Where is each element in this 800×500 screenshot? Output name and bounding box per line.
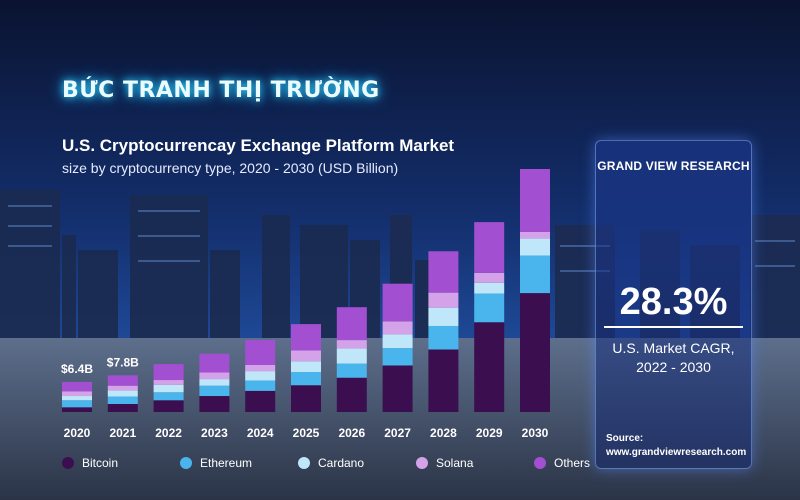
- bar-segment-ethereum-2029: [474, 293, 505, 323]
- bar-segment-ethereum-2028: [428, 325, 459, 350]
- cagr-panel: GRAND VIEW RESEARCH 28.3% U.S. Market CA…: [595, 140, 752, 469]
- bar-segment-bitcoin-2027: [382, 365, 413, 412]
- x-tick-label-2027: 2027: [384, 426, 411, 440]
- bar-segment-others-2021: [107, 375, 138, 386]
- source-label: Source:: [606, 433, 644, 444]
- bar-segment-solana-2023: [199, 372, 230, 380]
- chart-legend: Bitcoin Ethereum Cardano Solana Others: [62, 456, 652, 470]
- chart-title: U.S. Cryptocurrencay Exchange Platform M…: [62, 136, 455, 155]
- bar-segment-others-2022: [153, 364, 184, 381]
- bar-segment-ethereum-2022: [153, 392, 184, 401]
- legend-item-others: Others: [534, 456, 652, 470]
- bar-segment-solana-2022: [153, 380, 184, 385]
- x-tick-label-2024: 2024: [247, 426, 274, 440]
- source-url: www.grandviewresearch.com: [606, 447, 747, 458]
- bar-segment-bitcoin-2028: [428, 349, 459, 412]
- x-tick-label-2020: 2020: [64, 426, 91, 440]
- bar-segment-solana-2025: [291, 350, 321, 362]
- legend-label-bitcoin: Bitcoin: [82, 456, 119, 470]
- bar-segment-others-2020: [62, 381, 92, 392]
- bar-segment-ethereum-2021: [107, 396, 138, 405]
- bar-segment-ethereum-2030: [520, 255, 550, 294]
- brand-name: GRAND VIEW RESEARCH: [597, 159, 750, 173]
- bar-segment-ethereum-2024: [245, 380, 276, 391]
- bar-segment-ethereum-2023: [199, 385, 230, 397]
- bar-segment-others-2029: [474, 222, 505, 273]
- x-tick-label-2029: 2029: [476, 426, 503, 440]
- cagr-label: U.S. Market CAGR, 2022 - 2030: [596, 339, 751, 377]
- bar-segment-cardano-2020: [62, 396, 92, 401]
- legend-label-solana: Solana: [436, 456, 474, 470]
- bar-segment-ethereum-2025: [291, 372, 321, 386]
- bar-segment-solana-2020: [62, 391, 92, 397]
- legend-swatch-bitcoin: [62, 457, 74, 469]
- bar-segment-others-2024: [245, 340, 276, 365]
- legend-item-ethereum: Ethereum: [180, 456, 298, 470]
- bar-segment-cardano-2022: [153, 384, 184, 393]
- bar-segment-cardano-2025: [291, 361, 321, 373]
- bar-segment-solana-2026: [336, 340, 367, 349]
- bar-segment-others-2027: [382, 283, 413, 322]
- legend-swatch-ethereum: [180, 457, 192, 469]
- cagr-value: 28.3%: [619, 281, 728, 323]
- x-tick-label-2030: 2030: [522, 426, 549, 440]
- bar-segment-cardano-2023: [199, 379, 230, 386]
- legend-swatch-cardano: [298, 457, 310, 469]
- bar-segment-bitcoin-2023: [199, 396, 230, 412]
- x-tick-label-2025: 2025: [293, 426, 320, 440]
- cagr-label-line-1: U.S. Market CAGR,: [612, 340, 735, 356]
- bar-segment-solana-2027: [382, 321, 413, 335]
- bar-segment-others-2028: [428, 251, 459, 293]
- legend-swatch-solana: [416, 457, 428, 469]
- bar-segment-others-2026: [336, 307, 367, 341]
- legend-label-others: Others: [554, 456, 591, 470]
- bar-segment-others-2030: [520, 169, 550, 232]
- legend-item-cardano: Cardano: [298, 456, 416, 470]
- bar-segment-bitcoin-2020: [62, 407, 92, 412]
- headline: BỨC TRANH THỊ TRƯỜNG: [62, 78, 380, 103]
- bar-segment-ethereum-2027: [382, 348, 413, 366]
- legend-swatch-others: [534, 457, 546, 469]
- legend-item-bitcoin: Bitcoin: [62, 456, 180, 470]
- bar-segment-cardano-2021: [107, 390, 138, 397]
- bar-segment-solana-2021: [107, 385, 138, 391]
- bar-segment-ethereum-2020: [62, 400, 92, 408]
- bar-segment-bitcoin-2021: [107, 404, 138, 412]
- bar-segment-solana-2030: [520, 231, 550, 239]
- bar-segment-solana-2029: [474, 272, 505, 283]
- chart-subtitle: size by cryptocurrency type, 2020 - 2030…: [62, 160, 399, 176]
- bar-segment-others-2023: [199, 353, 230, 373]
- legend-label-cardano: Cardano: [318, 456, 365, 470]
- bar-segment-cardano-2027: [382, 334, 413, 349]
- legend-item-solana: Solana: [416, 456, 534, 470]
- bar-segment-others-2025: [291, 324, 321, 351]
- x-tick-label-2028: 2028: [430, 426, 457, 440]
- data-label-2020: $6.4B: [61, 362, 93, 376]
- divider: [604, 326, 743, 328]
- bar-segment-cardano-2030: [520, 238, 550, 256]
- x-tick-label-2026: 2026: [338, 426, 365, 440]
- x-tick-label-2022: 2022: [155, 426, 182, 440]
- bar-segment-cardano-2028: [428, 307, 459, 326]
- cagr-label-line-2: 2022 - 2030: [636, 359, 711, 375]
- bar-segment-solana-2024: [245, 364, 276, 372]
- data-label-2021: $7.8B: [107, 355, 139, 369]
- bar-segment-cardano-2026: [336, 348, 367, 364]
- bar-segment-cardano-2029: [474, 282, 505, 294]
- x-tick-label-2023: 2023: [201, 426, 228, 440]
- bar-segment-bitcoin-2029: [474, 322, 505, 412]
- bar-segment-bitcoin-2030: [520, 293, 550, 412]
- bar-segment-bitcoin-2022: [153, 400, 184, 412]
- x-tick-label-2021: 2021: [109, 426, 136, 440]
- bar-segment-bitcoin-2024: [245, 390, 276, 412]
- bar-segment-solana-2028: [428, 292, 459, 308]
- legend-label-ethereum: Ethereum: [200, 456, 253, 470]
- bar-segment-cardano-2024: [245, 371, 276, 381]
- bar-segment-ethereum-2026: [336, 363, 367, 378]
- bar-segment-bitcoin-2025: [291, 385, 321, 412]
- bar-segment-bitcoin-2026: [336, 377, 367, 412]
